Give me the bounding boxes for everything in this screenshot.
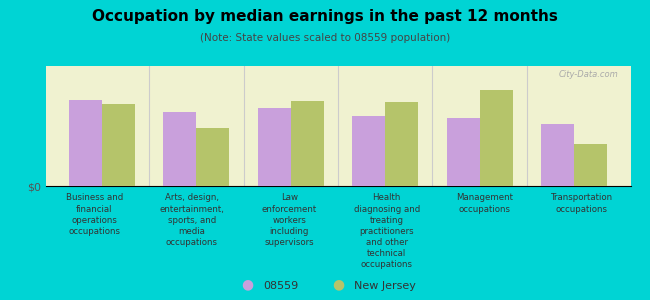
Bar: [574, 144, 607, 186]
Text: New Jersey: New Jersey: [354, 281, 416, 291]
Text: City-Data.com: City-Data.com: [559, 70, 619, 79]
Text: ●: ●: [241, 277, 253, 291]
Text: ●: ●: [332, 277, 344, 291]
Bar: [291, 101, 324, 186]
Bar: [102, 104, 135, 186]
Bar: [196, 128, 229, 186]
Text: 08559: 08559: [263, 281, 298, 291]
Text: Management
occupations: Management occupations: [456, 194, 513, 214]
Bar: [480, 90, 513, 186]
Bar: [69, 100, 102, 186]
Text: Occupation by median earnings in the past 12 months: Occupation by median earnings in the pas…: [92, 9, 558, 24]
Text: Transportation
occupations: Transportation occupations: [551, 194, 613, 214]
Text: Business and
financial
operations
occupations: Business and financial operations occupa…: [66, 194, 123, 236]
Bar: [541, 124, 574, 186]
Text: Health
diagnosing and
treating
practitioners
and other
technical
occupations: Health diagnosing and treating practitio…: [354, 194, 420, 269]
Text: Arts, design,
entertainment,
sports, and
media
occupations: Arts, design, entertainment, sports, and…: [159, 194, 224, 247]
Text: (Note: State values scaled to 08559 population): (Note: State values scaled to 08559 popu…: [200, 33, 450, 43]
Bar: [385, 102, 418, 186]
Bar: [352, 116, 385, 186]
Bar: [258, 108, 291, 186]
Bar: [163, 112, 196, 186]
Text: Law
enforcement
workers
including
supervisors: Law enforcement workers including superv…: [261, 194, 317, 247]
Bar: [447, 118, 480, 186]
